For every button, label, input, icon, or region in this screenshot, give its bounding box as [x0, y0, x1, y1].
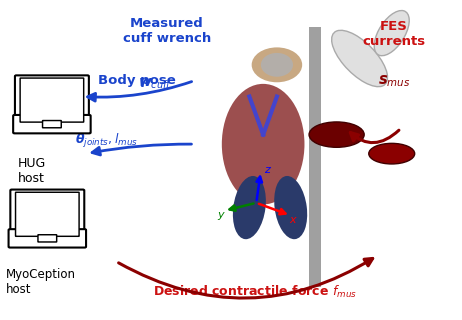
Circle shape	[252, 47, 302, 82]
Text: $x$: $x$	[289, 215, 298, 225]
Text: $\boldsymbol{w}_{cuff}$: $\boldsymbol{w}_{cuff}$	[138, 77, 172, 91]
Ellipse shape	[233, 176, 266, 239]
Bar	[309, 27, 321, 287]
FancyBboxPatch shape	[10, 189, 84, 239]
FancyBboxPatch shape	[43, 121, 61, 128]
Text: Body pose: Body pose	[98, 74, 176, 87]
Text: Measured
cuff wrench: Measured cuff wrench	[122, 17, 211, 45]
Ellipse shape	[332, 30, 388, 87]
FancyBboxPatch shape	[13, 115, 91, 133]
FancyBboxPatch shape	[15, 76, 89, 125]
Text: MyoCeption
host: MyoCeption host	[6, 268, 76, 296]
Ellipse shape	[222, 84, 304, 204]
Text: $\boldsymbol{s}_{mus}$: $\boldsymbol{s}_{mus}$	[378, 73, 410, 89]
Ellipse shape	[309, 122, 364, 147]
Text: Desired contractile force $f_{mus}$: Desired contractile force $f_{mus}$	[153, 284, 357, 300]
FancyBboxPatch shape	[9, 229, 86, 248]
Text: FES
currents: FES currents	[363, 20, 426, 48]
FancyBboxPatch shape	[16, 192, 79, 236]
FancyBboxPatch shape	[20, 78, 84, 122]
Ellipse shape	[261, 53, 293, 77]
FancyBboxPatch shape	[38, 235, 57, 242]
Ellipse shape	[274, 176, 307, 239]
Text: $z$: $z$	[264, 164, 272, 174]
Ellipse shape	[369, 143, 415, 164]
Text: $y$: $y$	[217, 210, 226, 221]
Ellipse shape	[374, 11, 409, 56]
Text: HUG
host: HUG host	[18, 157, 46, 185]
Text: $\boldsymbol{\theta}_{joints}, l_{mus}$: $\boldsymbol{\theta}_{joints}, l_{mus}$	[75, 132, 139, 150]
